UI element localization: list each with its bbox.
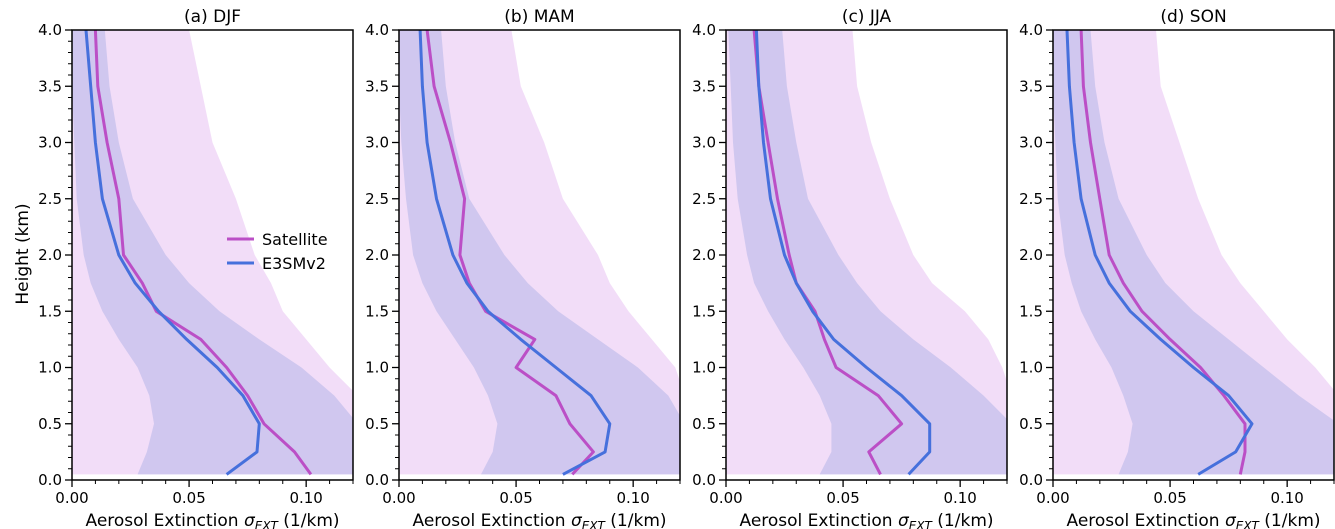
y-tick-label: 1.5: [365, 302, 389, 320]
satellite-profile-line: [752, 30, 904, 476]
y-tick-label: 4.0: [692, 21, 716, 39]
y-tick-label: 2.0: [1019, 246, 1043, 264]
e3sm-profile-line: [1065, 30, 1254, 476]
y-tick-label: 0.5: [1019, 415, 1043, 433]
x-tick-label: 0.10: [616, 489, 649, 507]
panel-1: 0.0 0.5 1.0 1.5 2.0 2.5 3.0 3.5 4.0 0.00 0.05 0.10 (…: [38, 7, 354, 529]
y-tick-label: 2.0: [38, 246, 62, 264]
e3sm-spread-band: [399, 30, 680, 475]
e3sm-profile-line: [418, 30, 612, 476]
y-tick-label: 3.0: [692, 134, 716, 152]
y-tick-label: 3.5: [365, 77, 389, 95]
y-tick-label: 1.0: [692, 359, 716, 377]
panel-3: 0.0 0.5 1.0 1.5 2.0 2.5 3.0 3.5 4.0 0.00 0.05 0.10 (…: [692, 7, 1008, 529]
y-tick-label: 0.0: [365, 471, 389, 489]
y-tick-label: 0.0: [38, 471, 62, 489]
panel-title: (d) SON: [1160, 7, 1226, 27]
legend-label-satellite: Satellite: [262, 230, 328, 249]
y-tick-label: 3.5: [692, 77, 716, 95]
x-tick-label: 0.10: [943, 489, 976, 507]
x-axis-title: Aerosol Extinction σEXT (1/km): [412, 511, 666, 529]
satellite-spread-band: [72, 30, 353, 475]
y-tick-label: 4.0: [365, 21, 389, 39]
panel-title: (b) MAM: [504, 7, 574, 27]
y-tick-label: 1.5: [38, 302, 62, 320]
y-tick-label: 1.5: [1019, 302, 1043, 320]
x-axis-title: Aerosol Extinction σEXT (1/km): [1066, 511, 1320, 529]
panel-4: 0.0 0.5 1.0 1.5 2.0 2.5 3.0 3.5 4.0 0.00 0.05 0.10 (…: [1019, 7, 1335, 529]
x-tick-label: 0.05: [826, 489, 859, 507]
y-tick-label: 2.0: [692, 246, 716, 264]
x-tick-label: 0.05: [1153, 489, 1186, 507]
x-axis-title: Aerosol Extinction σEXT (1/km): [739, 511, 993, 529]
e3sm-spread-band: [72, 30, 353, 475]
y-tick-label: 4.0: [38, 21, 62, 39]
x-tick-label: 0.05: [499, 489, 532, 507]
x-tick-label: 0.00: [55, 489, 88, 507]
y-tick-label: 0.0: [1019, 471, 1043, 489]
y-axis-title: Height (km): [13, 203, 33, 304]
legend-label-e3sm: E3SMv2: [262, 254, 326, 273]
y-tick-label: 0.5: [692, 415, 716, 433]
y-tick-label: 0.5: [38, 415, 62, 433]
x-tick-label: 0.00: [709, 489, 742, 507]
y-tick-label: 1.0: [38, 359, 62, 377]
y-tick-label: 0.5: [365, 415, 389, 433]
y-tick-label: 2.5: [692, 190, 716, 208]
satellite-spread-band: [399, 30, 680, 475]
y-tick-label: 2.5: [365, 190, 389, 208]
y-tick-label: 0.0: [692, 471, 716, 489]
y-tick-label: 3.0: [38, 134, 62, 152]
e3sm-spread-band: [728, 30, 1007, 475]
x-axis-title: Aerosol Extinction σEXT (1/km): [85, 511, 339, 529]
satellite-spread-band: [1053, 30, 1334, 475]
y-tick-label: 3.0: [1019, 134, 1043, 152]
y-tick-label: 4.0: [1019, 21, 1043, 39]
panel-title: (a) DJF: [184, 7, 241, 27]
y-tick-label: 2.5: [1019, 190, 1043, 208]
e3sm-profile-line: [84, 30, 261, 476]
panel-2: 0.0 0.5 1.0 1.5 2.0 2.5 3.0 3.5 4.0 0.00 0.05 0.10 (…: [365, 7, 681, 529]
x-tick-label: 0.00: [382, 489, 415, 507]
satellite-profile-line: [93, 30, 313, 476]
y-tick-label: 2.5: [38, 190, 62, 208]
legend: Satellite E3SMv2: [227, 230, 328, 273]
y-tick-label: 3.5: [38, 77, 62, 95]
x-tick-label: 0.10: [289, 489, 322, 507]
y-tick-label: 1.5: [692, 302, 716, 320]
e3sm-spread-band: [1053, 30, 1334, 475]
y-tick-label: 3.5: [1019, 77, 1043, 95]
satellite-profile-line: [1079, 30, 1247, 475]
satellite-profile-line: [425, 30, 595, 476]
y-tick-label: 3.0: [365, 134, 389, 152]
satellite-spread-band: [726, 30, 1007, 475]
x-tick-label: 0.10: [1270, 489, 1303, 507]
x-tick-label: 0.05: [172, 489, 205, 507]
x-tick-label: 0.00: [1036, 489, 1069, 507]
y-tick-label: 1.0: [365, 359, 389, 377]
panel-title: (c) JJA: [842, 7, 892, 27]
y-tick-label: 1.0: [1019, 359, 1043, 377]
y-tick-label: 2.0: [365, 246, 389, 264]
e3sm-profile-line: [754, 30, 932, 476]
